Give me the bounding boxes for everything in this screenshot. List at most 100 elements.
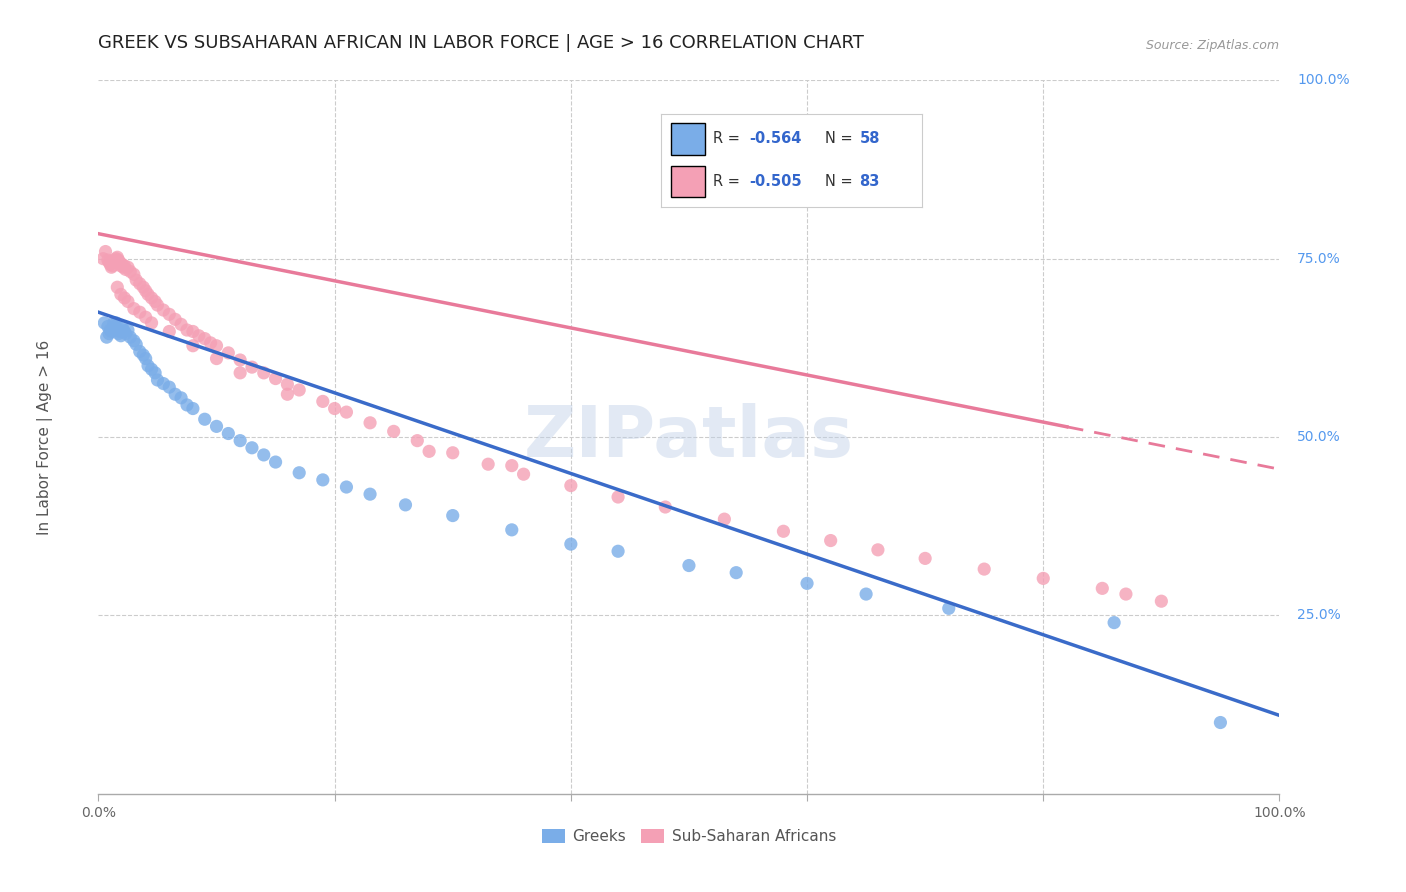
- Point: [103, 316, 125, 330]
- Point: [125, 337, 148, 351]
- Point: [110, 328, 132, 343]
- Point: [240, 441, 263, 455]
- FancyBboxPatch shape: [671, 123, 704, 154]
- Point: [607, 544, 630, 558]
- Point: [101, 259, 124, 273]
- Point: [713, 512, 735, 526]
- Point: [105, 316, 128, 330]
- Point: [914, 551, 936, 566]
- Point: [105, 250, 128, 264]
- Point: [194, 412, 217, 426]
- Point: [866, 542, 889, 557]
- Point: [973, 562, 995, 576]
- Point: [1102, 615, 1125, 630]
- Point: [117, 294, 139, 309]
- Point: [128, 344, 150, 359]
- Point: [157, 307, 180, 321]
- Point: [135, 284, 157, 298]
- Point: [112, 259, 135, 273]
- Point: [110, 259, 132, 273]
- Point: [181, 401, 204, 416]
- Point: [323, 401, 346, 416]
- Point: [170, 391, 193, 405]
- Text: ZIPatlas: ZIPatlas: [524, 402, 853, 472]
- Point: [382, 425, 405, 439]
- Point: [112, 325, 135, 339]
- Point: [98, 255, 121, 269]
- Point: [264, 371, 287, 385]
- Point: [1150, 594, 1173, 608]
- Point: [264, 455, 287, 469]
- Point: [157, 325, 180, 339]
- Point: [108, 325, 131, 339]
- Point: [288, 466, 311, 480]
- Point: [217, 426, 239, 441]
- Point: [114, 326, 136, 341]
- Point: [111, 257, 134, 271]
- Point: [1209, 715, 1232, 730]
- Point: [335, 480, 357, 494]
- Point: [117, 323, 139, 337]
- Point: [104, 253, 127, 268]
- Point: [359, 416, 381, 430]
- Point: [165, 387, 187, 401]
- Point: [143, 294, 166, 309]
- Point: [143, 366, 166, 380]
- Point: [125, 273, 148, 287]
- Point: [93, 316, 115, 330]
- Text: GREEK VS SUBSAHARAN AFRICAN IN LABOR FORCE | AGE > 16 CORRELATION CHART: GREEK VS SUBSAHARAN AFRICAN IN LABOR FOR…: [98, 34, 865, 52]
- Point: [253, 366, 276, 380]
- Point: [141, 362, 163, 376]
- Point: [820, 533, 842, 548]
- Point: [200, 335, 222, 350]
- Point: [120, 330, 142, 344]
- Point: [560, 537, 582, 551]
- Point: [105, 323, 128, 337]
- Point: [103, 255, 125, 269]
- Point: [152, 303, 174, 318]
- Point: [170, 318, 193, 332]
- Point: [108, 255, 131, 269]
- Point: [938, 601, 960, 615]
- Point: [501, 458, 523, 473]
- Point: [678, 558, 700, 573]
- Point: [152, 376, 174, 391]
- Point: [276, 377, 298, 392]
- Point: [98, 257, 121, 271]
- Point: [205, 419, 228, 434]
- Point: [312, 394, 335, 409]
- Text: Source: ZipAtlas.com: Source: ZipAtlas.com: [1146, 38, 1279, 52]
- Text: N =: N =: [825, 131, 858, 146]
- Point: [97, 319, 120, 334]
- Point: [253, 448, 276, 462]
- Point: [194, 332, 217, 346]
- Point: [187, 328, 209, 343]
- Point: [560, 478, 582, 492]
- Point: [772, 524, 794, 539]
- Point: [112, 291, 135, 305]
- Point: [128, 305, 150, 319]
- Point: [176, 398, 198, 412]
- Point: [98, 323, 121, 337]
- Point: [359, 487, 381, 501]
- Point: [1115, 587, 1137, 601]
- Point: [477, 457, 499, 471]
- Point: [135, 310, 157, 325]
- Point: [96, 330, 118, 344]
- Point: [312, 473, 335, 487]
- Text: 100.0%: 100.0%: [1298, 73, 1350, 87]
- Point: [132, 280, 155, 294]
- Text: N =: N =: [825, 174, 858, 189]
- Point: [654, 500, 676, 514]
- Point: [107, 253, 129, 268]
- Point: [607, 490, 630, 504]
- Text: R =: R =: [713, 131, 744, 146]
- Point: [276, 387, 298, 401]
- Point: [501, 523, 523, 537]
- Text: 83: 83: [859, 174, 880, 189]
- Point: [725, 566, 748, 580]
- Point: [796, 576, 818, 591]
- Point: [122, 268, 145, 282]
- Point: [122, 334, 145, 348]
- Text: -0.505: -0.505: [749, 174, 803, 189]
